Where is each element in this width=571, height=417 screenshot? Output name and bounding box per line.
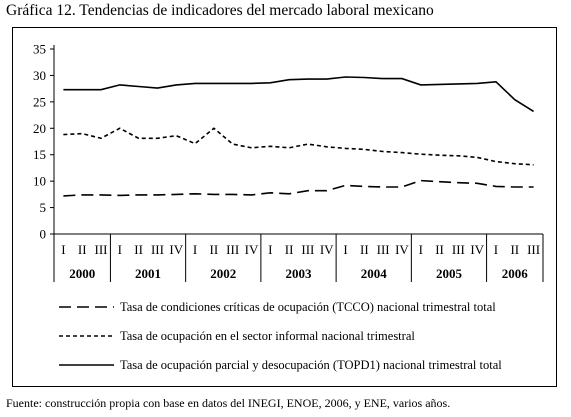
legend-label-1: Tasa de condiciones críticas de ocupació…: [120, 300, 496, 314]
year-label: 2004: [361, 266, 388, 281]
y-tick-label: 5: [40, 200, 47, 215]
year-label: 2001: [135, 266, 161, 281]
quarter-label: II: [510, 242, 519, 257]
quarter-label: I: [193, 242, 197, 257]
legend-label-3: Tasa de ocupación parcial y desocupación…: [120, 358, 502, 372]
source-note: Fuente: construcción propia con base en …: [6, 396, 451, 410]
series-line-1: [63, 179, 534, 197]
y-tick-label: 15: [33, 147, 46, 162]
quarter-label: I: [494, 242, 498, 257]
quarter-label: II: [78, 242, 87, 257]
year-label: 2002: [210, 266, 236, 281]
quarter-label: III: [527, 242, 540, 257]
quarter-label: I: [118, 242, 122, 257]
y-tick-label: 25: [33, 94, 46, 109]
quarter-label: II: [285, 242, 294, 257]
y-tick-label: 10: [33, 174, 46, 189]
y-tick-label: 0: [40, 227, 47, 242]
quarter-label: III: [151, 242, 164, 257]
series-line-2: [63, 127, 534, 166]
series-line-3: [63, 76, 535, 113]
quarter-label: II: [435, 242, 444, 257]
y-tick-label: 30: [33, 68, 46, 83]
chart-frame: 0 5 10 15 20 25 30 35 I II III 2000 I II III IV 2001 I II…: [12, 27, 557, 387]
quarter-label: III: [301, 242, 314, 257]
quarter-label: IV: [320, 242, 334, 257]
quarter-label: IV: [395, 242, 409, 257]
axes: [53, 45, 544, 282]
quarter-label: I: [419, 242, 423, 257]
quarter-label: II: [360, 242, 369, 257]
year-label: 2005: [436, 266, 463, 281]
year-label: 2006: [502, 266, 529, 281]
y-tick-label: 20: [33, 121, 46, 136]
legend-label-2: Tasa de ocupación en el sector informal …: [120, 329, 415, 343]
quarter-label: III: [377, 242, 390, 257]
quarter-label: II: [134, 242, 143, 257]
series-lines: [63, 76, 535, 197]
quarter-label: I: [61, 242, 65, 257]
quarter-label: III: [226, 242, 239, 257]
year-label: 2003: [286, 266, 313, 281]
year-label: 2000: [69, 266, 95, 281]
quarter-label: I: [268, 242, 272, 257]
legend: Tasa de condiciones críticas de ocupació…: [59, 300, 502, 372]
quarter-label: IV: [245, 242, 259, 257]
y-tick-label: 35: [33, 42, 46, 57]
quarter-label: II: [210, 242, 219, 257]
chart-title: Gráfica 12. Tendencias de indicadores de…: [6, 2, 434, 19]
quarter-label: IV: [169, 242, 183, 257]
quarter-label: IV: [470, 242, 484, 257]
quarter-label: III: [452, 242, 465, 257]
quarter-label: III: [95, 242, 108, 257]
quarter-label: I: [343, 242, 347, 257]
y-axis-ticks: 0 5 10 15 20 25 30 35: [33, 42, 54, 242]
